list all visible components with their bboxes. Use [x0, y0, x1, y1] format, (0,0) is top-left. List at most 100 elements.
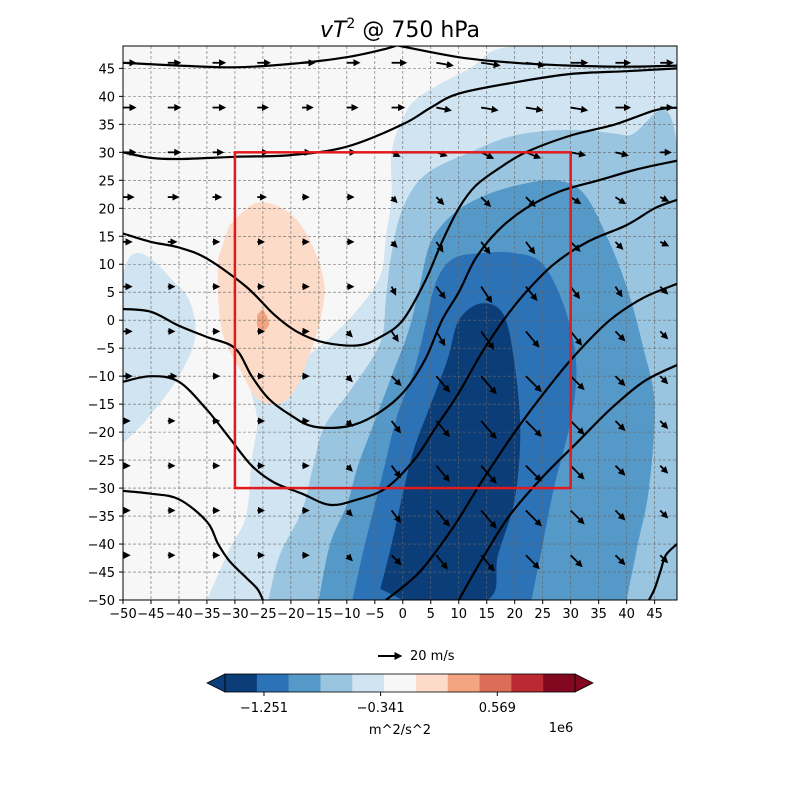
wind-arrow: [435, 196, 445, 206]
x-tick-label-5: −25: [249, 607, 276, 622]
wind-arrow: [345, 374, 353, 383]
highlight-box: [233, 151, 572, 490]
wind-arrow: [525, 465, 542, 482]
y-tick-label-8: −10: [88, 370, 115, 385]
wind-arrow: [570, 554, 583, 568]
y-tick-label-15: 25: [98, 174, 115, 189]
y-tick-label-1: −45: [88, 566, 115, 581]
y-tick-label-0: −50: [88, 594, 115, 609]
x-tick-label-11: 5: [427, 607, 435, 622]
x-tick-label-4: −30: [221, 607, 248, 622]
y-tick-label-10: 0: [107, 314, 115, 329]
wind-arrow: [390, 420, 402, 434]
wind-arrow: [390, 509, 402, 523]
wind-arrow: [525, 330, 540, 348]
wind-arrow: [525, 61, 546, 69]
wind-arrow: [345, 553, 353, 562]
wind-arrow: [569, 330, 583, 346]
colorbar-tick-label-0: −1.251: [240, 701, 288, 716]
colorbar-frame: [224, 673, 576, 693]
wind-arrow: [614, 420, 626, 431]
wind-arrow: [390, 554, 402, 566]
wind-arrow: [614, 330, 626, 342]
wind-arrow: [480, 465, 497, 484]
colorbar-swatch-3: [320, 674, 353, 692]
wind-arrow: [525, 509, 542, 527]
contour-line-2: [123, 67, 677, 161]
wind-arrow: [480, 241, 491, 255]
shade-region-1: [123, 253, 196, 600]
title-exponent: 2: [346, 16, 355, 32]
x-tick-label-14: 20: [506, 607, 523, 622]
colorbar-swatch-2: [288, 674, 321, 692]
wind-arrow: [570, 509, 585, 525]
wind-arrow: [614, 554, 626, 566]
shade-region-6: [217, 202, 325, 405]
wind-arrow: [525, 105, 544, 113]
wind-arrow: [614, 509, 626, 521]
colorbar-swatch-4: [352, 674, 385, 692]
wind-arrow: [480, 330, 495, 350]
wind-arrow: [480, 509, 497, 529]
colorbar-swatch-10: [543, 674, 576, 692]
wind-arrow: [480, 196, 492, 208]
wind-arrow: [390, 375, 402, 387]
wind-arrow: [389, 286, 397, 296]
x-tick-label-17: 35: [590, 607, 607, 622]
colorbar-tick-label-1: −0.341: [357, 701, 405, 716]
wind-arrow: [436, 60, 454, 69]
wind-arrow: [525, 420, 542, 437]
wind-arrow: [390, 330, 399, 343]
x-axis-ticks: −50 −45 −40 −35 −30 −25 −20 −15 −10 −5 0 5 10 15 20 25 3…: [109, 600, 663, 622]
wind-arrow: [659, 375, 669, 385]
wind-arrow: [614, 196, 627, 205]
wind-arrow: [614, 286, 623, 298]
wind-arrow: [525, 554, 540, 570]
x-tick-label-10: 0: [399, 607, 407, 622]
wind-arrow: [615, 150, 629, 158]
wind-arrow: [659, 195, 670, 202]
shade-region-5: [380, 303, 521, 600]
wind-arrow: [480, 105, 499, 113]
colorbar-swatch-1: [256, 674, 289, 692]
contour-shading: [123, 46, 677, 600]
wind-arrow: [659, 239, 670, 247]
x-tick-label-3: −35: [193, 607, 220, 622]
wind-arrow: [659, 285, 669, 295]
wind-arrow: [345, 508, 353, 517]
wind-arrow: [525, 196, 536, 208]
x-tick-label-12: 10: [450, 607, 467, 622]
y-tick-label-18: 40: [98, 90, 115, 105]
quiver-key: 20 m/s: [378, 649, 455, 664]
colorbar-extend-high: [574, 673, 594, 693]
colorbar-swatch-6: [415, 674, 449, 692]
wind-arrow: [480, 286, 493, 304]
wind-arrow: [435, 330, 446, 347]
title-variable: vT: [320, 18, 348, 43]
x-tick-label-16: 30: [562, 607, 579, 622]
y-tick-label-13: 15: [98, 230, 115, 245]
contour-line-4: [123, 159, 677, 430]
wind-arrow: [659, 420, 669, 429]
colorbar-unit: m^2/s^2: [369, 723, 431, 738]
wind-vectors: [123, 59, 674, 572]
y-tick-label-5: −25: [88, 454, 115, 469]
wind-arrow: [570, 150, 587, 158]
colorbar-swatch-0: [225, 674, 258, 692]
wind-arrow: [435, 375, 450, 393]
wind-arrow: [614, 465, 626, 476]
y-tick-label-11: 5: [107, 286, 115, 301]
y-tick-label-16: 30: [98, 146, 115, 161]
x-tick-label-18: 40: [618, 607, 635, 622]
wind-arrow: [481, 61, 501, 69]
contour-line-6: [123, 489, 264, 600]
x-tick-label-6: −20: [277, 607, 304, 622]
x-tick-label-1: −45: [137, 607, 164, 622]
wind-arrow: [525, 375, 542, 393]
wind-arrow: [659, 465, 669, 474]
wind-arrow: [435, 465, 450, 483]
wind-arrow: [480, 420, 497, 440]
x-tick-label-8: −10: [333, 607, 360, 622]
x-tick-label-2: −40: [165, 607, 192, 622]
colorbar-swatch-7: [447, 674, 480, 692]
